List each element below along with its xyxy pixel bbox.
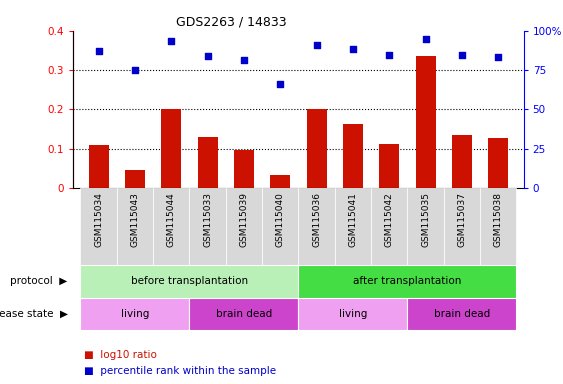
Text: ■  log10 ratio: ■ log10 ratio bbox=[84, 350, 157, 360]
Text: after transplantation: after transplantation bbox=[353, 276, 462, 286]
Bar bbox=[480, 188, 516, 265]
Title: GDS2263 / 14833: GDS2263 / 14833 bbox=[176, 15, 286, 28]
Text: GSM115040: GSM115040 bbox=[276, 192, 285, 247]
Point bbox=[94, 48, 103, 54]
Bar bbox=[81, 188, 117, 265]
Text: protocol  ▶: protocol ▶ bbox=[10, 276, 68, 286]
Bar bbox=[452, 135, 472, 188]
Bar bbox=[270, 175, 290, 188]
Bar bbox=[153, 188, 189, 265]
Bar bbox=[379, 144, 399, 188]
Text: GSM115037: GSM115037 bbox=[457, 192, 466, 247]
Point bbox=[385, 52, 394, 58]
Text: GSM115039: GSM115039 bbox=[239, 192, 248, 247]
Point bbox=[494, 54, 503, 60]
Bar bbox=[117, 188, 153, 265]
Text: before transplantation: before transplantation bbox=[131, 276, 248, 286]
Bar bbox=[488, 138, 508, 188]
Point bbox=[312, 41, 321, 48]
Point bbox=[167, 38, 176, 44]
Point bbox=[203, 53, 212, 59]
Bar bbox=[298, 265, 516, 298]
Bar bbox=[198, 137, 217, 188]
Text: GSM115038: GSM115038 bbox=[494, 192, 503, 247]
Text: GSM115036: GSM115036 bbox=[312, 192, 321, 247]
Text: living: living bbox=[120, 309, 149, 319]
Text: GSM115042: GSM115042 bbox=[385, 192, 394, 247]
Point bbox=[457, 52, 466, 58]
Bar bbox=[307, 109, 327, 188]
Bar bbox=[189, 298, 298, 330]
Bar bbox=[189, 188, 226, 265]
Bar bbox=[161, 109, 181, 188]
Bar bbox=[343, 124, 363, 188]
Bar bbox=[81, 298, 189, 330]
Bar bbox=[234, 150, 254, 188]
Text: living: living bbox=[339, 309, 367, 319]
Text: brain dead: brain dead bbox=[216, 309, 272, 319]
Text: GSM115033: GSM115033 bbox=[203, 192, 212, 247]
Bar bbox=[226, 188, 262, 265]
Point bbox=[276, 81, 285, 87]
Text: ■  percentile rank within the sample: ■ percentile rank within the sample bbox=[84, 366, 276, 376]
Bar bbox=[298, 188, 335, 265]
Bar bbox=[371, 188, 408, 265]
Bar bbox=[408, 188, 444, 265]
Text: GSM115043: GSM115043 bbox=[131, 192, 140, 247]
Bar bbox=[444, 188, 480, 265]
Bar bbox=[335, 188, 371, 265]
Bar bbox=[262, 188, 298, 265]
Bar bbox=[298, 298, 408, 330]
Point bbox=[348, 45, 358, 51]
Bar bbox=[88, 145, 109, 188]
Bar bbox=[125, 170, 145, 188]
Text: disease state  ▶: disease state ▶ bbox=[0, 309, 68, 319]
Text: GSM115044: GSM115044 bbox=[167, 192, 176, 247]
Text: brain dead: brain dead bbox=[434, 309, 490, 319]
Text: GSM115034: GSM115034 bbox=[94, 192, 103, 247]
Text: GSM115035: GSM115035 bbox=[421, 192, 430, 247]
Point bbox=[131, 67, 140, 73]
Point bbox=[239, 57, 248, 63]
Bar bbox=[408, 298, 516, 330]
Bar bbox=[81, 265, 298, 298]
Text: GSM115041: GSM115041 bbox=[348, 192, 358, 247]
Point bbox=[421, 36, 430, 43]
Bar bbox=[415, 56, 436, 188]
